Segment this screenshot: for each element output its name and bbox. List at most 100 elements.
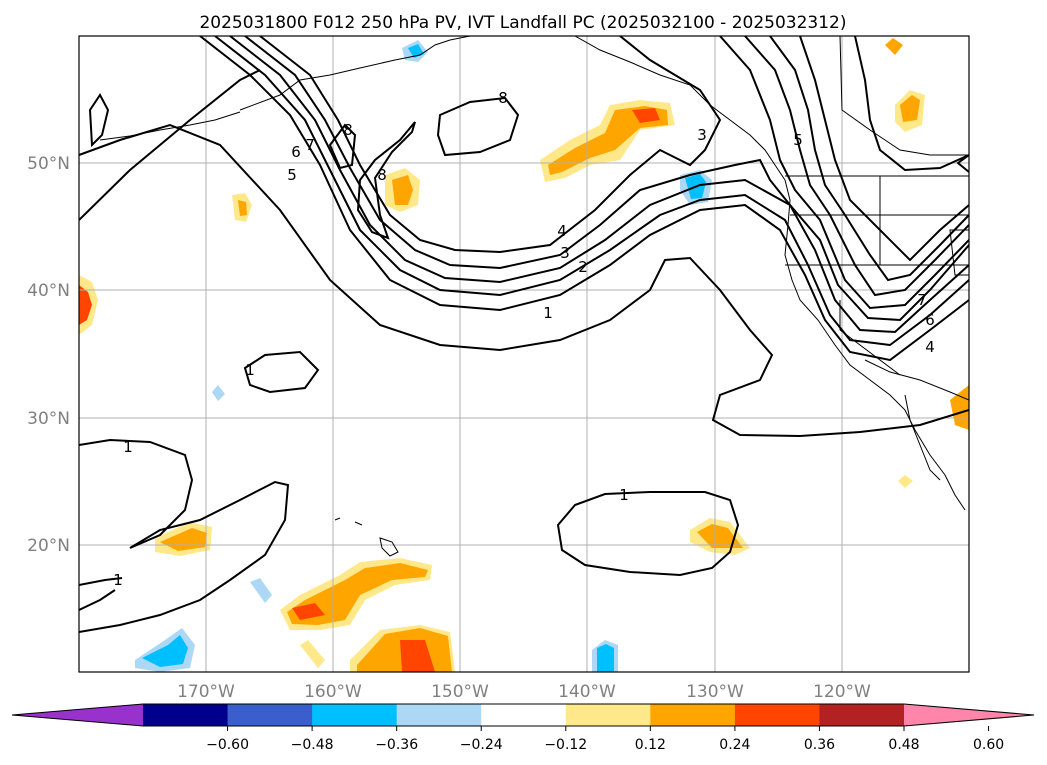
colorbar-swatch: [565, 704, 651, 726]
anomaly-negative-6: [212, 385, 225, 401]
contour-label: 6: [925, 311, 935, 329]
anomaly-positive-6-peak: [292, 603, 325, 620]
lon-tick-label: 150°W: [431, 682, 489, 702]
colorbar-extend-min: [12, 704, 143, 726]
contour-label: 1: [543, 304, 553, 322]
contour-label: 7: [305, 136, 315, 154]
colorbar-tick-label: 0.24: [719, 737, 750, 753]
pv-contour: [243, 350, 320, 394]
pv-contour: [956, 154, 969, 173]
colorbar-swatch: [819, 704, 905, 726]
colorbar-tick-label: −0.12: [544, 737, 587, 753]
anomaly-positive-4-peak: [632, 108, 660, 123]
contour-label: 8: [498, 89, 508, 107]
gridlines: [79, 36, 969, 672]
shading-layer: [79, 38, 969, 672]
colorbar-tick-label: 0.12: [635, 737, 666, 753]
coastlines: [99, 36, 969, 557]
pv-contour: [356, 121, 416, 240]
pv-contour: [769, 36, 969, 282]
colorbar-swatch: [312, 704, 398, 726]
colorbar: −0.60 −0.48 −0.36 −0.24 −0.12 0.12 0.24 0.36 0.4…: [11, 703, 1035, 753]
contour-labels: 1 1 1 1 2 3 4 5 6 7 8 8 8 3 5 7 6 4 1: [113, 89, 935, 589]
contour-label: 3: [560, 244, 570, 262]
lat-tick-label: 20°N: [27, 536, 70, 556]
lon-tick-label: 160°W: [304, 682, 362, 702]
pv-contour: [719, 36, 969, 310]
pv-contour: [199, 36, 969, 362]
contour-label: 1: [245, 361, 255, 379]
contour-label: 8: [377, 166, 387, 184]
contour-label: 6: [291, 143, 301, 161]
border-us-mexico: [864, 359, 969, 401]
colorbar-outline: [11, 703, 1035, 727]
contour-label: 3: [697, 126, 707, 144]
anomaly-positive-8-core: [697, 524, 743, 548]
colorbar-tick-label: −0.36: [375, 737, 418, 753]
coast-canada-interior: [839, 36, 969, 156]
colorbar-tick-label: −0.60: [206, 737, 249, 753]
colorbar-extend-max: [904, 704, 1034, 726]
lat-tick-label: 50°N: [27, 154, 70, 174]
pv-contours: [79, 36, 969, 633]
anomaly-negative-4-core: [597, 644, 614, 672]
anomaly-negative-3-core: [142, 635, 188, 667]
anomaly-positive-13: [300, 640, 325, 668]
colorbar-tick-label: 0.60: [973, 737, 1004, 753]
pv-contour: [79, 589, 116, 611]
colorbar-tick-label: 0.48: [888, 737, 919, 753]
coast-baja: [904, 394, 941, 481]
map-frame: [78, 35, 970, 673]
chart-title: 2025031800 F012 250 hPa PV, IVT Landfall…: [199, 13, 846, 33]
anomaly-positive-1-core: [79, 285, 92, 325]
pv-contour: [79, 577, 123, 586]
colorbar-tick-label: 0.36: [804, 737, 835, 753]
lon-labels: 170°W 160°W 150°W 140°W 130°W 120°W: [177, 682, 871, 702]
coast-hawaii: [334, 517, 399, 557]
anomaly-positive-9-core: [900, 95, 920, 122]
contour-label: 5: [793, 131, 803, 149]
pv-contour: [79, 123, 969, 438]
anomaly-positive-2-core: [238, 200, 247, 216]
lon-tick-label: 130°W: [686, 682, 744, 702]
lon-tick-label: 140°W: [558, 682, 616, 702]
pv-contour: [214, 36, 969, 347]
pv-contour: [244, 36, 969, 322]
contour-label: 1: [619, 486, 629, 504]
lat-tick-label: 30°N: [27, 409, 70, 429]
anomaly-positive-12: [898, 475, 913, 488]
colorbar-swatch: [143, 704, 229, 726]
pv-contour: [88, 93, 110, 148]
pv-contour: [799, 36, 969, 262]
lat-labels: 50°N 40°N 30°N 20°N: [27, 154, 70, 556]
pv-contour: [79, 438, 290, 633]
contour-label: 7: [917, 291, 927, 309]
pv-contour: [79, 69, 261, 221]
colorbar-swatch: [481, 704, 567, 726]
map-area: 1 1 1 1 2 3 4 5 6 7 8 8 8 3 5 7 6 4 1: [79, 36, 969, 672]
colorbar-swatch: [734, 704, 820, 726]
colorbar-swatch: [396, 704, 482, 726]
pv-contour: [556, 491, 740, 577]
lon-tick-label: 120°W: [813, 682, 871, 702]
pv-contour: [328, 123, 357, 170]
anomaly-negative-5: [250, 578, 272, 603]
anomaly-positive-7-peak: [400, 640, 435, 672]
colorbar-tick-label: −0.48: [291, 737, 334, 753]
contour-label: 4: [925, 338, 935, 356]
colorbar-tick-label: −0.24: [460, 737, 503, 753]
colorbar-swatch: [650, 704, 736, 726]
lon-tick-label: 170°W: [177, 682, 235, 702]
pv-contour: [854, 36, 969, 172]
pv-contour: [744, 36, 969, 297]
lat-tick-label: 40°N: [27, 281, 70, 301]
contour-label: 5: [287, 166, 297, 184]
anomaly-positive-11: [950, 385, 969, 430]
pv-contour: [259, 36, 722, 254]
anomaly-positive-10: [885, 38, 903, 55]
anomaly-positive-4-core: [548, 106, 668, 175]
colorbar-swatch: [227, 704, 313, 726]
anomaly-positive-6-core: [287, 563, 428, 625]
anomaly-positive-3-core: [392, 175, 413, 205]
